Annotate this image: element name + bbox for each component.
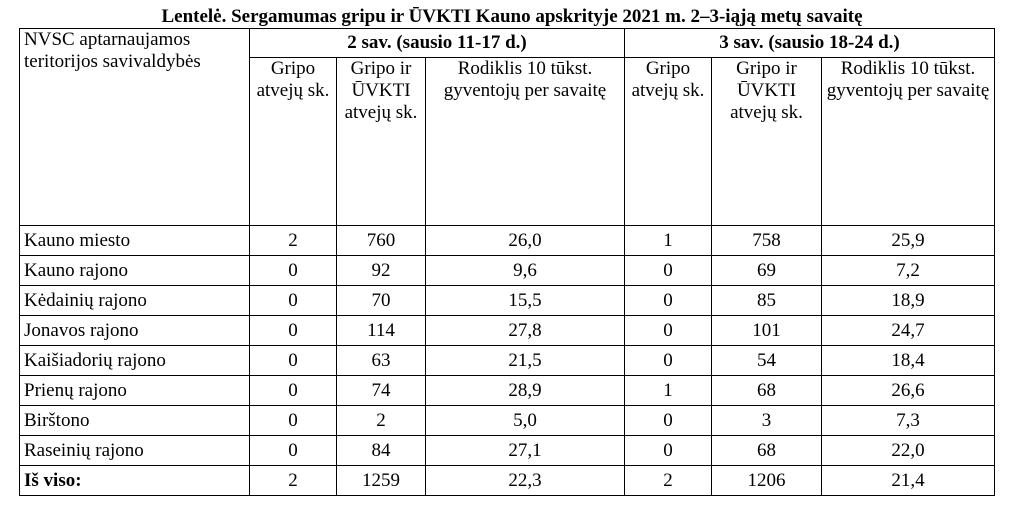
municipality-name: Prienų rajono <box>19 375 250 406</box>
week2-header: 2 sav. (sausio 11-17 d.) <box>249 28 625 58</box>
municipality-name: Kauno miesto <box>19 225 250 256</box>
w2-flu-ari-cases: 70 <box>336 285 426 316</box>
w2-flu-ari-cases: 74 <box>336 375 426 406</box>
table-row: Jonavos rajono 0 114 27,8 0 101 24,7 <box>19 315 996 346</box>
total-w3-rate: 21,4 <box>820 465 996 496</box>
w2-rate-header: Rodiklis 10 tūkst. gyventojų per savaitę <box>425 57 625 226</box>
table-row: Birštono 0 2 5,0 0 3 7,3 <box>19 405 996 436</box>
total-w2-flu-ari: 1259 <box>336 465 426 496</box>
w3-flu-ari-cases: 69 <box>711 255 822 286</box>
w2-flu-ari-cases: 84 <box>336 435 426 466</box>
w3-rate: 26,6 <box>820 375 996 406</box>
w3-flu-ari-cases: 85 <box>711 285 822 316</box>
week3-header: 3 sav. (sausio 18-24 d.) <box>623 28 996 58</box>
w3-flu-ari-cases: 68 <box>711 375 822 406</box>
w2-flu-cases: 0 <box>249 285 337 316</box>
municipality-name: Kėdainių rajono <box>19 285 250 316</box>
total-w3-flu: 2 <box>624 465 712 496</box>
w2-flu-cases: 2 <box>249 225 337 256</box>
w3-flu-ari-cases: 758 <box>711 225 822 256</box>
w2-rate: 15,5 <box>425 285 625 316</box>
w2-flu-cases: 0 <box>249 315 337 346</box>
w3-flu-cases-header: Gripo atvejų sk. <box>624 57 712 226</box>
w3-rate: 7,2 <box>820 255 996 286</box>
w3-flu-ari-cases: 3 <box>711 405 822 436</box>
w2-flu-ari-cases-header: Gripo ir ŪVKTI atvejų sk. <box>336 57 426 226</box>
w2-flu-cases: 0 <box>249 435 337 466</box>
w3-flu-ari-cases-header: Gripo ir ŪVKTI atvejų sk. <box>711 57 822 226</box>
w2-rate: 28,9 <box>425 375 625 406</box>
total-w2-flu: 2 <box>249 465 337 496</box>
w2-rate: 5,0 <box>425 405 625 436</box>
total-row: Iš viso: 2 1259 22,3 2 1206 21,4 <box>19 465 996 496</box>
w3-flu-cases: 0 <box>624 285 712 316</box>
municipality-name: Jonavos rajono <box>19 315 250 346</box>
table-row: Kauno miesto 2 760 26,0 1 758 25,9 <box>19 225 996 256</box>
w3-rate: 18,4 <box>820 345 996 376</box>
w3-flu-ari-cases: 68 <box>711 435 822 466</box>
total-w3-flu-ari: 1206 <box>711 465 822 496</box>
w2-rate: 26,0 <box>425 225 625 256</box>
w2-flu-ari-cases: 63 <box>336 345 426 376</box>
w2-flu-ari-cases: 760 <box>336 225 426 256</box>
municipality-name: Birštono <box>19 405 250 436</box>
w3-rate: 7,3 <box>820 405 996 436</box>
w3-flu-ari-cases: 101 <box>711 315 822 346</box>
w2-flu-cases-header: Gripo atvejų sk. <box>249 57 337 226</box>
w2-rate: 21,5 <box>425 345 625 376</box>
municipality-column-header: NVSC aptarnaujamos teritorijos savivaldy… <box>19 28 250 226</box>
total-w2-rate: 22,3 <box>425 465 625 496</box>
table-row: Raseinių rajono 0 84 27,1 0 68 22,0 <box>19 435 996 466</box>
w2-rate: 9,6 <box>425 255 625 286</box>
w2-rate: 27,8 <box>425 315 625 346</box>
w2-flu-ari-cases: 2 <box>336 405 426 436</box>
w3-flu-cases: 0 <box>624 435 712 466</box>
municipality-name: Kaišiadorių rajono <box>19 345 250 376</box>
table-row: Prienų rajono 0 74 28,9 1 68 26,6 <box>19 375 996 406</box>
w2-flu-cases: 0 <box>249 375 337 406</box>
w2-flu-cases: 0 <box>249 345 337 376</box>
w3-rate: 25,9 <box>820 225 996 256</box>
w2-rate: 27,1 <box>425 435 625 466</box>
w3-rate: 24,7 <box>820 315 996 346</box>
w3-rate-header: Rodiklis 10 tūkst. gyventojų per savaitę <box>820 57 996 226</box>
w2-flu-ari-cases: 114 <box>336 315 426 346</box>
w2-flu-cases: 0 <box>249 255 337 286</box>
total-label: Iš viso: <box>19 465 250 496</box>
w3-flu-cases: 0 <box>624 255 712 286</box>
table-row: Kaišiadorių rajono 0 63 21,5 0 54 18,4 <box>19 345 996 376</box>
table-caption: Lentelė. Sergamumas gripu ir ŪVKTI Kauno… <box>161 6 863 27</box>
w3-flu-cases: 0 <box>624 315 712 346</box>
w2-flu-ari-cases: 92 <box>336 255 426 286</box>
table-row: Kėdainių rajono 0 70 15,5 0 85 18,9 <box>19 285 996 316</box>
w3-flu-cases: 1 <box>624 375 712 406</box>
influenza-table: NVSC aptarnaujamos teritorijos savivaldy… <box>19 28 996 496</box>
w3-flu-cases: 1 <box>624 225 712 256</box>
w3-rate: 22,0 <box>820 435 996 466</box>
table-row: Kauno rajono 0 92 9,6 0 69 7,2 <box>19 255 996 286</box>
w2-flu-cases: 0 <box>249 405 337 436</box>
municipality-name: Raseinių rajono <box>19 435 250 466</box>
w3-flu-cases: 0 <box>624 405 712 436</box>
w3-flu-ari-cases: 54 <box>711 345 822 376</box>
w3-flu-cases: 0 <box>624 345 712 376</box>
w3-rate: 18,9 <box>820 285 996 316</box>
municipality-name: Kauno rajono <box>19 255 250 286</box>
